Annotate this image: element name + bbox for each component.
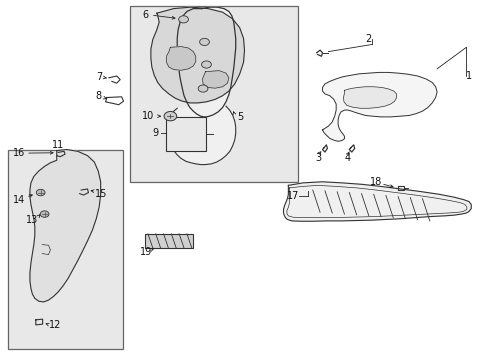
Text: 5: 5 <box>237 112 243 122</box>
Text: 14: 14 <box>13 195 25 205</box>
Text: 3: 3 <box>315 153 321 163</box>
Circle shape <box>36 189 45 196</box>
Text: 6: 6 <box>142 10 148 20</box>
Text: 19: 19 <box>140 247 152 257</box>
Bar <box>8 149 122 348</box>
Text: 4: 4 <box>344 153 350 163</box>
Polygon shape <box>202 71 228 88</box>
Polygon shape <box>322 72 436 141</box>
Text: 16: 16 <box>13 148 25 158</box>
Text: 11: 11 <box>52 140 64 150</box>
Circle shape <box>163 112 176 121</box>
Text: 7: 7 <box>96 72 102 82</box>
Polygon shape <box>283 182 470 221</box>
Circle shape <box>178 16 188 23</box>
Text: 17: 17 <box>286 191 299 201</box>
Text: 2: 2 <box>365 35 371 44</box>
Polygon shape <box>167 106 235 165</box>
Circle shape <box>198 85 207 92</box>
Text: 9: 9 <box>152 129 159 138</box>
Polygon shape <box>30 149 101 302</box>
Bar <box>130 6 298 182</box>
Bar <box>144 234 193 248</box>
Text: 8: 8 <box>95 91 101 102</box>
Text: 1: 1 <box>465 71 471 81</box>
Polygon shape <box>166 46 195 70</box>
Polygon shape <box>343 87 396 108</box>
Text: 15: 15 <box>94 189 106 199</box>
Polygon shape <box>151 7 244 103</box>
Text: 12: 12 <box>49 320 61 330</box>
Bar <box>166 117 206 150</box>
Text: 13: 13 <box>26 215 39 225</box>
Text: 10: 10 <box>142 111 154 121</box>
Circle shape <box>40 211 49 217</box>
Circle shape <box>201 61 211 68</box>
Circle shape <box>199 39 209 45</box>
Polygon shape <box>177 7 235 117</box>
Text: 18: 18 <box>369 177 382 187</box>
